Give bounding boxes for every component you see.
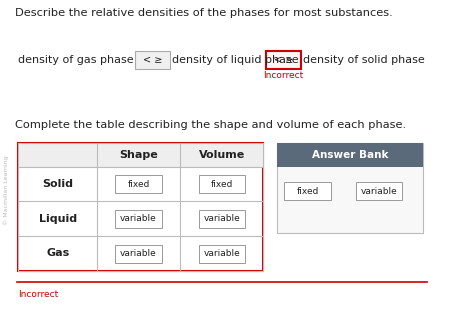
FancyBboxPatch shape bbox=[199, 210, 245, 227]
FancyBboxPatch shape bbox=[266, 51, 301, 69]
Text: variable: variable bbox=[203, 249, 240, 258]
Text: Incorrect: Incorrect bbox=[264, 71, 304, 80]
FancyBboxPatch shape bbox=[135, 51, 170, 69]
Text: fixed: fixed bbox=[128, 180, 150, 189]
Text: Complete the table describing the shape and volume of each phase.: Complete the table describing the shape … bbox=[15, 120, 406, 130]
Text: < ≥: < ≥ bbox=[274, 55, 293, 65]
Text: Describe the relative densities of the phases for most substances.: Describe the relative densities of the p… bbox=[15, 8, 392, 18]
FancyBboxPatch shape bbox=[199, 175, 245, 193]
Text: Incorrect: Incorrect bbox=[18, 290, 59, 299]
Text: variable: variable bbox=[360, 186, 397, 195]
FancyBboxPatch shape bbox=[356, 182, 402, 200]
FancyBboxPatch shape bbox=[116, 210, 162, 227]
Text: Volume: Volume bbox=[199, 150, 245, 160]
Text: variable: variable bbox=[120, 249, 157, 258]
Text: Answer Bank: Answer Bank bbox=[312, 150, 388, 160]
Bar bbox=[18, 143, 263, 271]
Text: Shape: Shape bbox=[119, 150, 158, 160]
Text: Liquid: Liquid bbox=[39, 214, 77, 224]
Text: fixed: fixed bbox=[296, 186, 319, 195]
Text: variable: variable bbox=[120, 214, 157, 223]
Text: Solid: Solid bbox=[42, 179, 73, 189]
Text: density of gas phase: density of gas phase bbox=[18, 55, 134, 65]
Text: fixed: fixed bbox=[210, 180, 233, 189]
Text: density of solid phase: density of solid phase bbox=[303, 55, 425, 65]
FancyBboxPatch shape bbox=[199, 245, 245, 263]
Bar bbox=[277, 143, 423, 233]
Bar bbox=[277, 143, 423, 167]
FancyBboxPatch shape bbox=[116, 245, 162, 263]
Text: variable: variable bbox=[203, 214, 240, 223]
Text: < ≥: < ≥ bbox=[143, 55, 162, 65]
Text: density of liquid phase: density of liquid phase bbox=[172, 55, 299, 65]
Text: Gas: Gas bbox=[46, 248, 69, 258]
FancyBboxPatch shape bbox=[284, 182, 331, 200]
Text: © Macmillan Learning: © Macmillan Learning bbox=[4, 155, 9, 225]
FancyBboxPatch shape bbox=[116, 175, 162, 193]
Bar bbox=[18, 143, 263, 167]
